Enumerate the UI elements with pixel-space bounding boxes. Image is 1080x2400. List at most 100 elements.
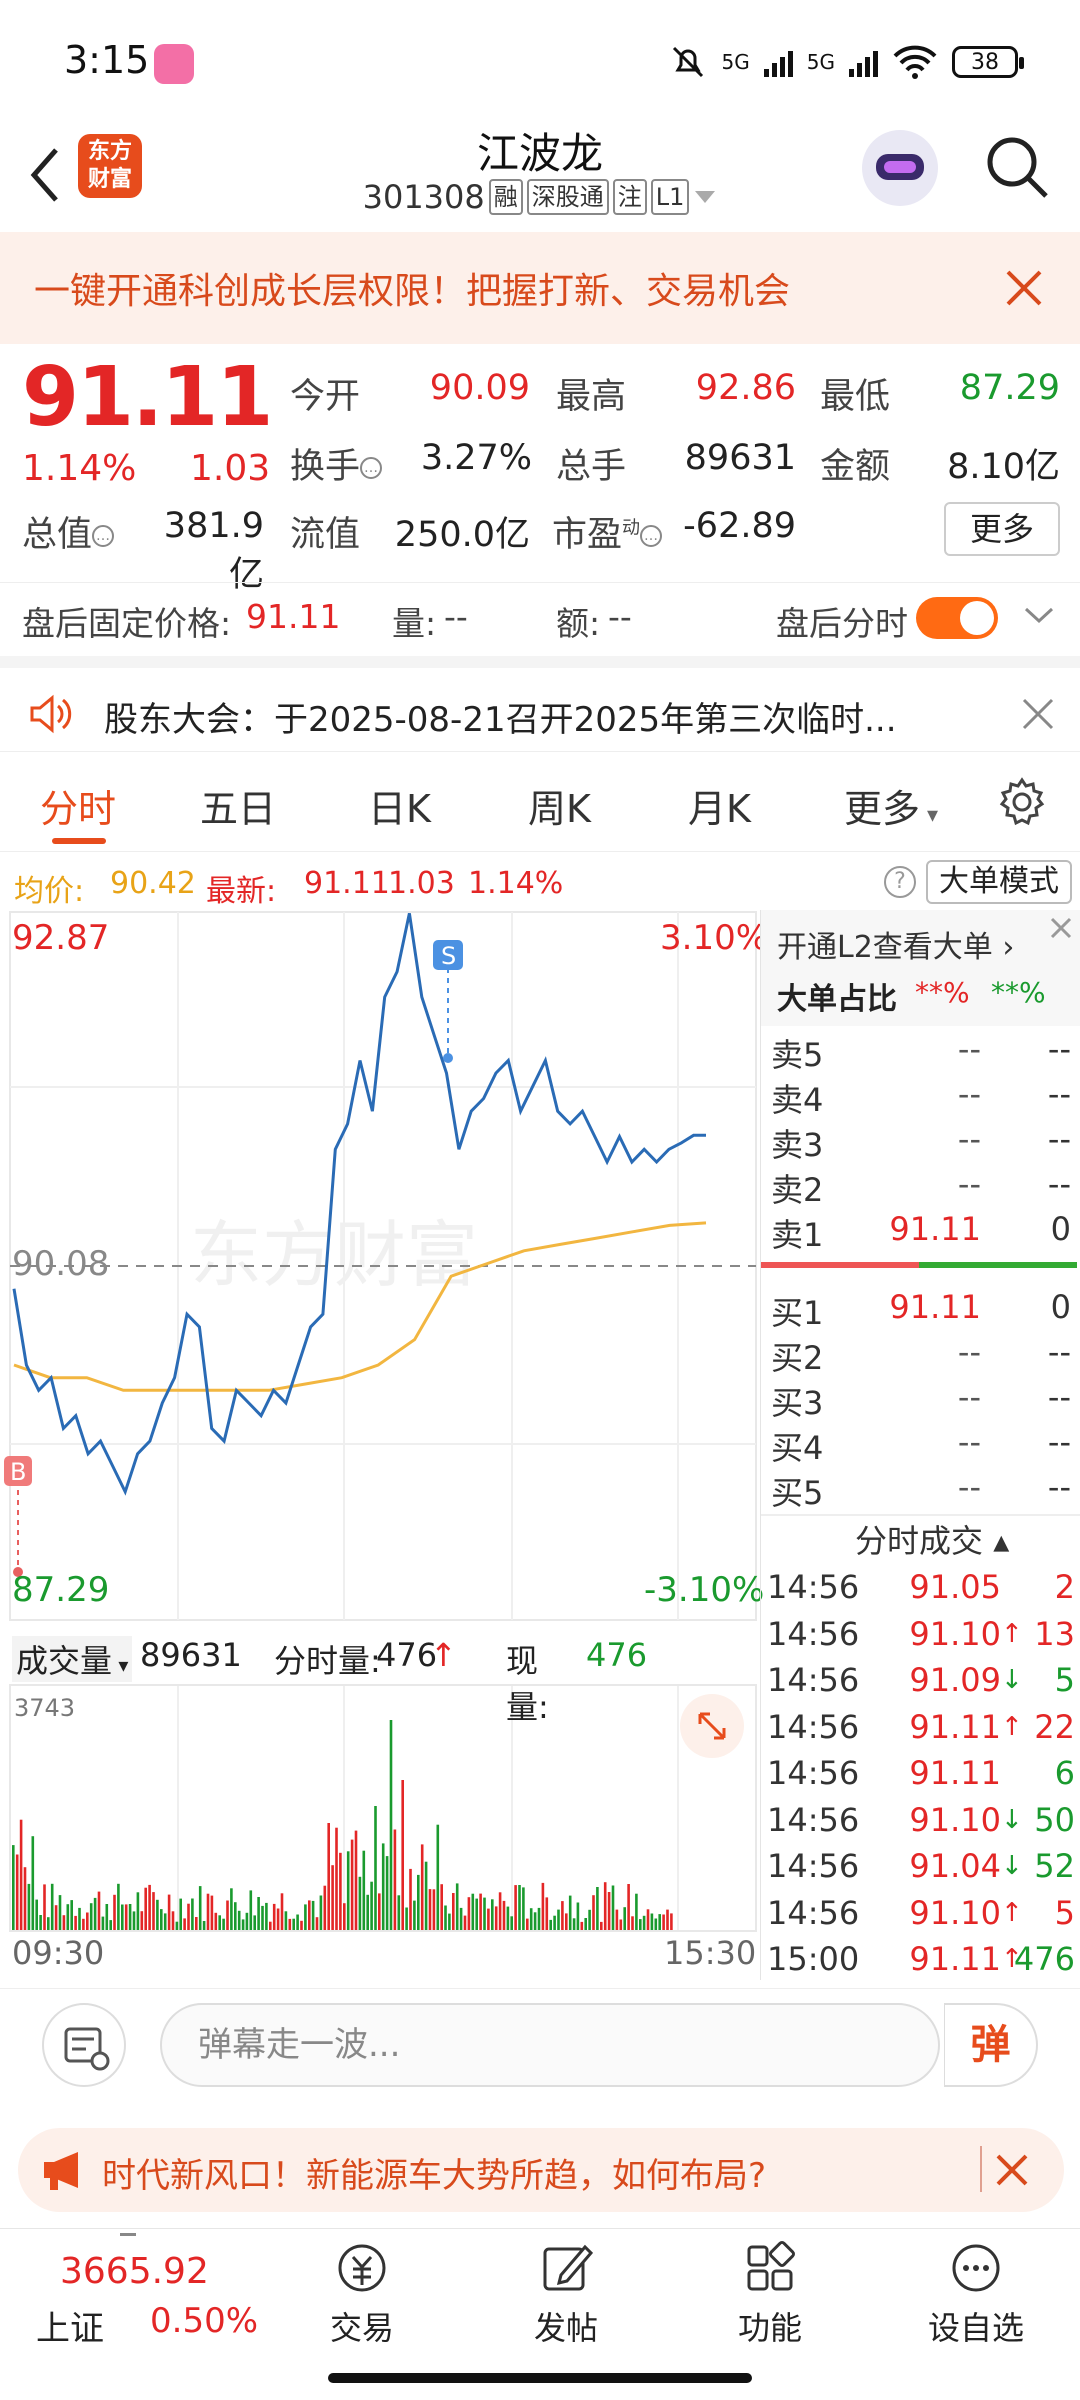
big-order-ratio-buy: **%: [915, 976, 970, 1009]
volume-bar: [526, 1918, 529, 1930]
tab-weekly-k[interactable]: 周K: [528, 787, 591, 831]
chart-info-row: 均价: 90.42 最新: 91.11 1.03 1.14% ? 大单模式: [0, 854, 1080, 910]
turnover-label[interactable]: 换手…: [290, 438, 383, 489]
help-icon[interactable]: ?: [884, 866, 916, 898]
index-name[interactable]: 上证: [36, 2309, 104, 2349]
signal-icon-2: [849, 47, 878, 77]
chart-watermark: 东方财富: [190, 1213, 478, 1297]
danmaku-button[interactable]: 弹: [944, 2003, 1038, 2087]
volume-bar: [113, 1894, 116, 1930]
nav-trade-label: 交易: [329, 2309, 394, 2347]
bid-volume: --: [1047, 1333, 1071, 1371]
after-hours-vol-label: 量:: [392, 604, 437, 643]
robot-assistant-icon[interactable]: [862, 130, 938, 206]
sell-marker[interactable]: [433, 940, 463, 970]
status-icons: 5G 5G 38: [668, 40, 1024, 84]
pe-value: -62.89: [683, 506, 796, 546]
low-label: 最低: [820, 377, 891, 417]
minute-volume: 476: [376, 1636, 438, 1674]
danmaku-input[interactable]: 弹幕走一波...: [160, 2003, 940, 2087]
volume-bar: [448, 1913, 451, 1930]
after-hours-vol: --: [444, 597, 468, 636]
index-change-pct[interactable]: 0.50%: [150, 2301, 259, 2341]
volume-bar: [642, 1915, 646, 1930]
comment-settings-icon[interactable]: [42, 2003, 126, 2087]
volume-bar: [588, 1909, 591, 1930]
timeshare-chart[interactable]: 东方财富 S B 92.87 90.08 87.29 3.10% -3.10% …: [0, 910, 768, 1980]
volume-bar: [160, 1909, 163, 1930]
volume-dropdown[interactable]: 成交量 ▾: [12, 1636, 133, 1682]
logo-line-1: 东方: [87, 139, 132, 164]
chevron-down-icon[interactable]: [1024, 603, 1054, 627]
stock-name: 江波龙: [476, 129, 603, 178]
tab-more[interactable]: 更多 ▾: [844, 787, 939, 831]
close-icon[interactable]: [1002, 266, 1046, 310]
l2-promo-text[interactable]: 开通L2查看大单 ›: [777, 930, 1015, 965]
volume-bar: [144, 1887, 147, 1930]
network-label-1: 5G: [721, 50, 750, 74]
quote-panel: 91.11 1.14% 1.03 今开 90.09 最高 92.86 最低 87…: [0, 350, 1080, 595]
nav-trade[interactable]: 交易: [292, 2239, 432, 2359]
timeshare-chart-svg: 东方财富 S B: [4, 911, 757, 1932]
nav-add-watchlist[interactable]: 设自选: [906, 2239, 1046, 2359]
volume-bar: [269, 1921, 272, 1930]
gear-icon[interactable]: [996, 776, 1048, 828]
promo-bar[interactable]: 时代新风口！新能源车大势所趋，如何布局?: [18, 2128, 1064, 2212]
tab-daily-k[interactable]: 日K: [368, 787, 431, 831]
volume-bar: [140, 1911, 144, 1930]
change-percent: 1.14%: [22, 448, 137, 489]
volume-bar: [117, 1883, 120, 1930]
network-label-2: 5G: [806, 50, 835, 74]
bid-row: 买5 -- --: [767, 1464, 1077, 1512]
volume-bar: [502, 1900, 506, 1930]
pe-label[interactable]: 市盈动…: [552, 506, 663, 557]
volume-bar: [66, 1904, 70, 1930]
volume-bar: [109, 1920, 112, 1930]
trade-time: 14:56: [767, 1614, 860, 1653]
bid-label: 买3: [771, 1384, 824, 1422]
close-icon[interactable]: [1020, 696, 1056, 732]
stock-code-row[interactable]: 301308 融 深股通 注 L1: [0, 178, 1080, 216]
volume-bar: [54, 1905, 58, 1930]
l2-promo-box[interactable]: [761, 910, 1080, 1026]
volume-bar: [70, 1900, 73, 1930]
home-indicator[interactable]: [328, 2373, 752, 2383]
volume-bar: [202, 1921, 206, 1930]
volume-bar: [662, 1914, 665, 1930]
buy-marker[interactable]: [4, 1456, 32, 1486]
volume-bar: [518, 1885, 521, 1930]
announcement-row[interactable]: 股东大会：于2025-08-21召开2025年第三次临时...: [0, 656, 1080, 752]
trades-title[interactable]: 分时成交 ▴: [855, 1522, 1010, 1560]
volume-bar: [549, 1919, 552, 1930]
close-icon[interactable]: [992, 2150, 1032, 2190]
battery-icon: 38: [952, 46, 1024, 78]
search-icon[interactable]: [982, 132, 1052, 202]
nav-functions[interactable]: 功能: [700, 2239, 840, 2359]
tab-monthly-k[interactable]: 月K: [688, 787, 751, 831]
after-hours-toggle[interactable]: [916, 597, 998, 639]
mktcap-label[interactable]: 总值…: [22, 506, 115, 557]
volume-total: 89631: [140, 1636, 242, 1674]
eastmoney-logo[interactable]: 东方 财富: [78, 134, 142, 198]
tab-timeshare[interactable]: 分时: [40, 787, 117, 831]
speaker-icon: [30, 694, 72, 734]
volume-bar: [397, 1895, 401, 1930]
promo-banner[interactable]: 一键开通科创成长层权限！把握打新、交易机会: [0, 232, 1080, 344]
volume-bar: [249, 1890, 253, 1930]
volume-bar: [234, 1902, 237, 1930]
volume-bar: [541, 1882, 545, 1930]
index-expand-handle[interactable]: [120, 2233, 136, 2241]
close-icon[interactable]: [1047, 914, 1075, 942]
back-arrow-icon[interactable]: [22, 140, 66, 210]
volume-bar: [479, 1893, 482, 1930]
volume-bar: [148, 1884, 151, 1930]
big-order-mode-button[interactable]: 大单模式: [926, 860, 1072, 904]
tab-5day[interactable]: 五日: [200, 787, 277, 831]
volume-bar: [381, 1843, 385, 1930]
index-value[interactable]: 3665.92: [60, 2251, 209, 2292]
more-button[interactable]: 更多: [944, 502, 1060, 556]
trade-time: 14:56: [767, 1847, 860, 1885]
expand-icon: [698, 1712, 726, 1740]
nav-post[interactable]: 发帖: [496, 2239, 636, 2359]
volume-bar: [444, 1905, 447, 1930]
